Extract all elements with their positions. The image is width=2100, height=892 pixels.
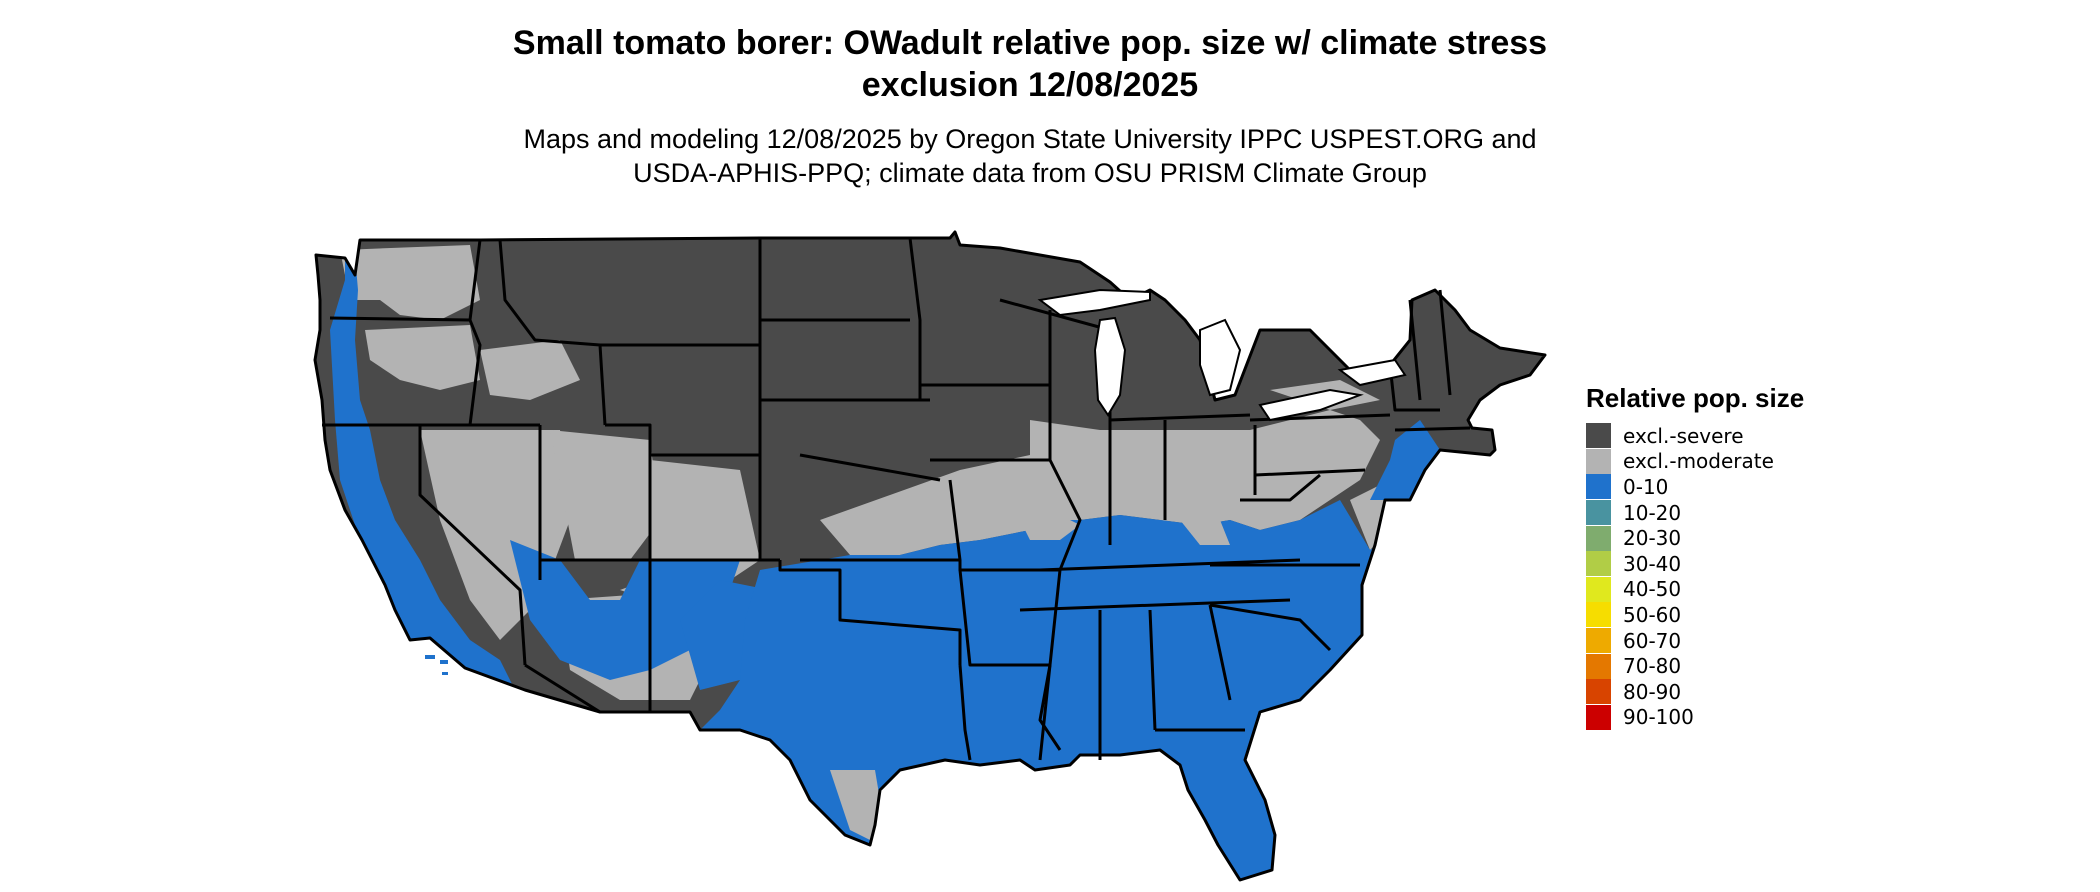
legend-label: 20-30 xyxy=(1623,526,1682,551)
legend-swatch xyxy=(1586,423,1611,449)
legend-label: 10-20 xyxy=(1623,500,1682,525)
legend-items: excl.-severe excl.-moderate 0-10 10-20 20-30… xyxy=(1586,423,1846,730)
legend-item: 0-10 xyxy=(1586,474,1846,500)
legend-swatch xyxy=(1586,602,1611,628)
legend-swatch xyxy=(1586,576,1611,602)
legend-label: 0-10 xyxy=(1623,474,1669,499)
legend-swatch xyxy=(1586,551,1611,577)
legend-swatch xyxy=(1586,500,1611,526)
legend-item: 50-60 xyxy=(1586,602,1846,628)
legend-item: 60-70 xyxy=(1586,628,1846,654)
legend-swatch xyxy=(1586,628,1611,654)
legend-swatch xyxy=(1586,448,1611,474)
legend-title: Relative pop. size xyxy=(1586,383,1805,413)
legend-item: 80-90 xyxy=(1586,679,1846,705)
legend-swatch xyxy=(1586,679,1611,705)
channel-islands xyxy=(425,655,448,675)
legend-item: 40-50 xyxy=(1586,576,1846,603)
legend-swatch xyxy=(1586,474,1611,500)
legend-label: 70-80 xyxy=(1623,654,1682,679)
legend-item: 30-40 xyxy=(1586,551,1846,577)
us-map-svg xyxy=(313,230,1547,882)
legend-item: 20-30 xyxy=(1586,525,1846,551)
legend-label: 40-50 xyxy=(1623,577,1682,602)
moderate-patches-south xyxy=(830,515,1230,840)
great-lakes xyxy=(1037,288,1407,422)
legend: Relative pop. size excl.-severe excl.-mod… xyxy=(1586,383,1846,730)
legend-item: 10-20 xyxy=(1586,500,1846,526)
map-title: Small tomato borer: OWadult relative pop… xyxy=(512,24,1548,104)
legend-swatch xyxy=(1586,653,1611,679)
legend-item: excl.-severe xyxy=(1586,423,1846,449)
legend-label: excl.-moderate xyxy=(1623,449,1774,474)
us-map xyxy=(300,220,1560,892)
legend-label: 60-70 xyxy=(1623,628,1682,653)
legend-label: 80-90 xyxy=(1623,679,1682,704)
legend-item: 70-80 xyxy=(1586,653,1846,679)
legend-swatch xyxy=(1586,525,1611,551)
legend-item: 90-100 xyxy=(1586,704,1846,731)
legend-label: 90-100 xyxy=(1623,705,1694,730)
state-borders xyxy=(313,230,1547,882)
map-subtitle: Maps and modeling 12/08/2025 by Oregon S… xyxy=(523,124,1537,188)
legend-item: excl.-moderate xyxy=(1586,448,1846,475)
legend-label: 30-40 xyxy=(1623,551,1682,576)
legend-swatch xyxy=(1586,704,1611,730)
legend-label: excl.-severe xyxy=(1623,423,1744,448)
legend-label: 50-60 xyxy=(1623,602,1682,627)
